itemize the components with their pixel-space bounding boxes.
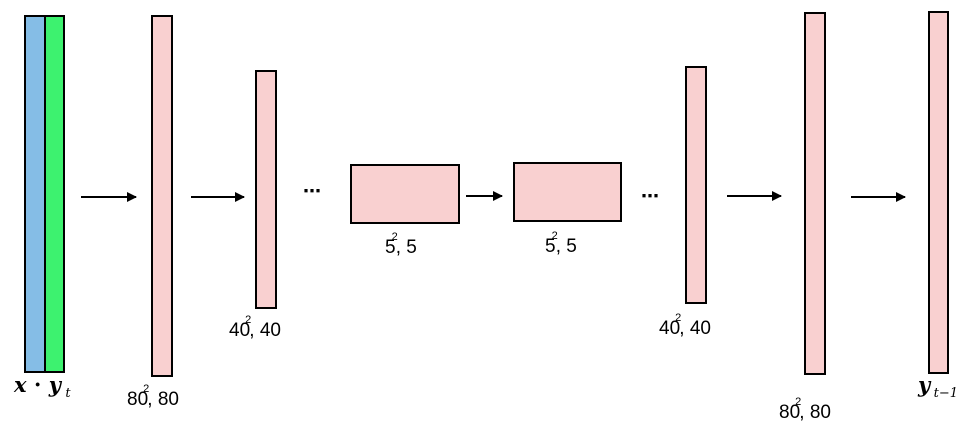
block-dec-40: 402, 40 (659, 66, 711, 339)
block-bottleneck-in-rect (350, 164, 460, 224)
input-label: x · y t (13, 372, 71, 401)
input-label-y-sub: t (65, 386, 71, 401)
block-enc-40-rect (255, 70, 277, 309)
block-bottleneck-in: 52, 5 (350, 164, 460, 258)
input-label-dot: · (34, 372, 41, 397)
block-dec-80-rect (804, 12, 826, 375)
block-enc-40: 402, 40 (229, 70, 281, 341)
block-dec-80: 802, 80 (779, 12, 831, 423)
block-dec-80-label: 802, 80 (779, 396, 831, 423)
output-label-y: y (917, 372, 932, 397)
block-enc-80-rect (151, 15, 173, 377)
input-stack: x · y t (13, 15, 71, 401)
ellipsis-encoder: ⋯ (303, 181, 321, 201)
block-bottleneck-out-label: 52, 5 (545, 230, 577, 257)
block-bottleneck-out: 52, 5 (513, 162, 622, 257)
input-label-x: x (13, 372, 27, 397)
input-y-column (44, 15, 65, 373)
block-enc-80: 802, 80 (127, 15, 179, 410)
output-label-y-sub: t−1 (934, 386, 958, 401)
block-dec-40-rect (685, 66, 707, 304)
input-x-column (24, 15, 46, 373)
block-bottleneck-out-rect (513, 162, 622, 222)
block-bottleneck-in-label: 52, 5 (385, 231, 417, 258)
block-enc-80-label: 802, 80 (127, 383, 179, 410)
output-block: y t−1 (917, 11, 958, 401)
output-label: y t−1 (917, 372, 958, 401)
output-rect (928, 11, 949, 374)
input-label-y: y (48, 372, 63, 397)
block-dec-40-label: 402, 40 (659, 312, 711, 339)
block-enc-40-label: 402, 40 (229, 314, 281, 341)
ellipsis-decoder: ⋯ (641, 186, 659, 206)
